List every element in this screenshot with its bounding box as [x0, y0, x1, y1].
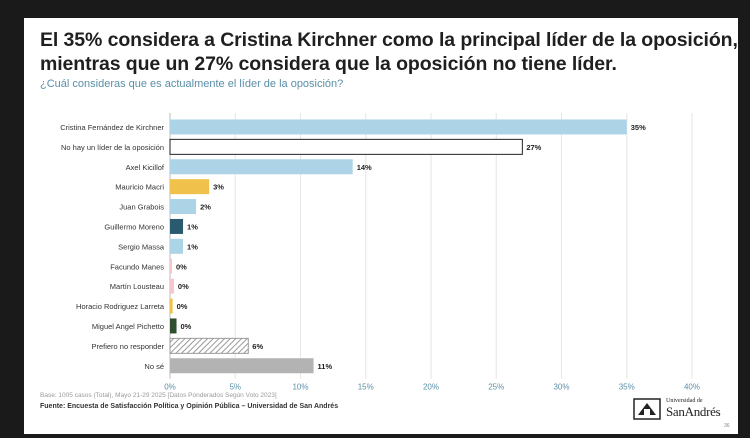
value-label: 6% — [252, 342, 263, 351]
value-label: 0% — [176, 262, 187, 271]
page-number: 36 — [724, 423, 730, 429]
value-label: 0% — [178, 282, 189, 291]
bar — [170, 218, 184, 234]
x-tick-label: 35% — [619, 383, 635, 390]
category-label: Axel Kicillof — [126, 163, 165, 172]
x-tick-label: 40% — [684, 383, 700, 390]
category-label: Miguel Angel Pichetto — [92, 322, 164, 331]
source-note: Fuente: Encuesta de Satisfacción Polític… — [40, 403, 339, 410]
x-tick-label: 20% — [423, 383, 439, 390]
crest-icon — [633, 398, 661, 420]
x-tick-label: 10% — [292, 383, 308, 390]
category-label: Cristina Fernández de Kirchner — [60, 123, 164, 132]
category-label: Mauricio Macri — [115, 183, 164, 192]
x-tick-label: 30% — [553, 383, 569, 390]
value-label: 3% — [213, 183, 224, 192]
bar — [170, 318, 177, 334]
x-tick-label: 25% — [488, 383, 504, 390]
x-tick-label: 0% — [164, 383, 176, 390]
value-label: 14% — [357, 163, 372, 172]
university-logo: Universidad de SanAndrés — [632, 396, 736, 422]
category-label: Facundo Manes — [110, 262, 164, 271]
bar — [169, 138, 523, 155]
value-label: 2% — [200, 203, 211, 212]
value-label: 1% — [187, 242, 198, 251]
category-label: Horacio Rodriguez Larreta — [76, 302, 165, 311]
category-label: No sé — [144, 362, 164, 371]
category-label: No hay un líder de la oposición — [61, 143, 164, 152]
category-label: Prefiero no responder — [91, 342, 164, 351]
slide: El 35% considera a Cristina Kirchner com… — [24, 18, 738, 434]
value-label: 0% — [177, 302, 188, 311]
bar — [170, 238, 184, 254]
bar — [170, 179, 210, 195]
category-label: Martín Lousteau — [110, 282, 164, 291]
value-label: 27% — [526, 143, 541, 152]
value-label: 0% — [181, 322, 192, 331]
bar — [170, 199, 197, 215]
bar — [170, 278, 174, 294]
bar — [169, 337, 249, 354]
logo-top-text: Universidad de — [666, 398, 703, 404]
x-tick-label: 15% — [358, 383, 374, 390]
bar-chart: Cristina Fernández de Kirchner 35% No hay … — [60, 113, 700, 390]
bar — [170, 119, 627, 135]
category-label: Guillermo Moreno — [104, 222, 164, 231]
category-label: Juan Grabois — [119, 203, 164, 212]
footnote: Base: 1005 casos (Total), Mayo 21-29 202… — [40, 392, 277, 399]
bar — [170, 159, 353, 175]
logo-main-text: SanAndrés — [666, 404, 721, 419]
category-label: Sergio Massa — [118, 242, 165, 251]
chart-subtitle: ¿Cuál consideras que es actualmente el l… — [40, 78, 344, 90]
x-tick-label: 5% — [229, 383, 241, 390]
bar — [170, 358, 314, 374]
value-label: 11% — [318, 362, 333, 371]
value-label: 35% — [631, 123, 646, 132]
value-label: 1% — [187, 222, 198, 231]
bar — [170, 298, 173, 314]
chart-title: El 35% considera a Cristina Kirchner com… — [40, 29, 738, 75]
bar — [170, 258, 172, 274]
